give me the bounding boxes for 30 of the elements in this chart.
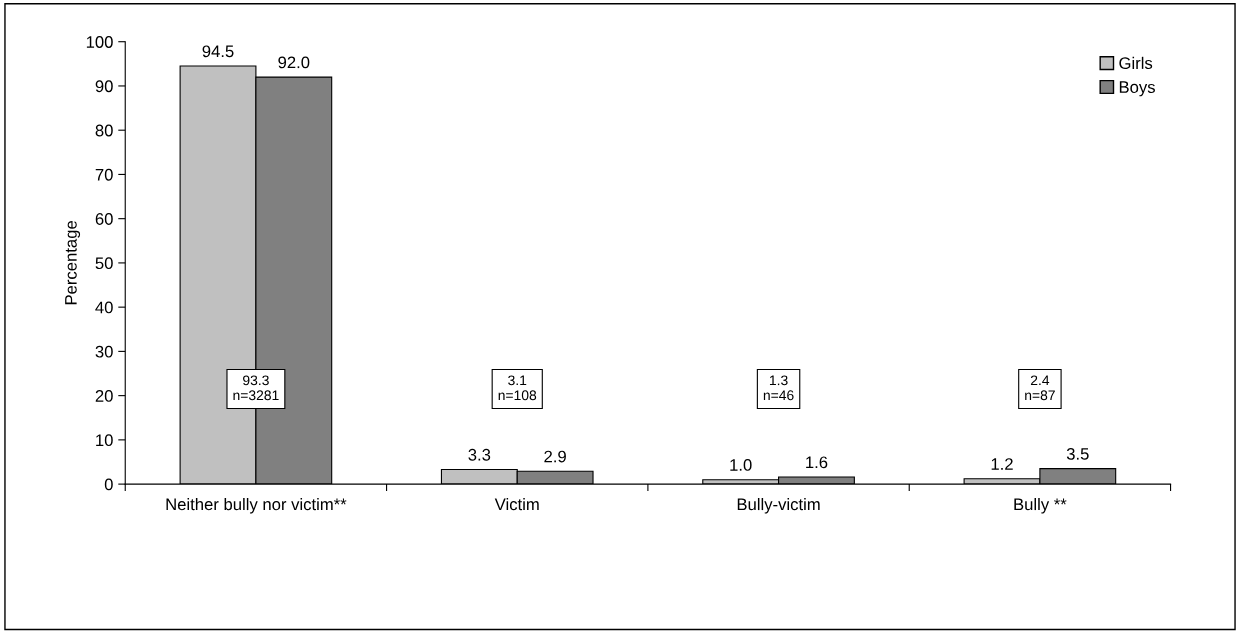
annotation: 2.4 n=87: [1025, 375, 1055, 401]
data-label: 1.0: [730, 459, 752, 471]
y-tick-label: 100: [86, 36, 113, 48]
data-label: 94.5: [202, 45, 234, 58]
x-tick-label: Victim: [494, 498, 539, 511]
annotation: 1.3 n=46: [763, 375, 794, 401]
annotation: 3.1 n=108: [498, 375, 537, 401]
x-tick-label: Bully-victim: [737, 498, 820, 514]
data-label: 3.5: [1066, 447, 1089, 460]
y-tick-label: 80: [95, 124, 113, 137]
y-tick-label: 90: [95, 80, 113, 93]
y-tick-label: 10: [96, 434, 113, 447]
y-tick-label: 30: [95, 345, 113, 358]
data-label: 92.0: [278, 56, 310, 69]
x-tick-label: Neither bully nor victim**: [166, 498, 347, 514]
data-label: 1.6: [806, 456, 828, 469]
y-axis-title: Percentage: [65, 221, 81, 305]
data-label: 3.3: [468, 448, 491, 461]
y-tick-label: 70: [95, 168, 113, 181]
legend-label: Girls: [1119, 56, 1153, 70]
data-label: 1.2: [991, 458, 1013, 470]
y-tick-label: 60: [95, 213, 113, 225]
data-label: 2.9: [544, 450, 566, 463]
y-tick-label: 40: [95, 301, 113, 314]
annotation: 93.3 n=3281: [233, 375, 279, 401]
legend-label: Boys: [1119, 81, 1155, 97]
x-tick-label: Bully **: [1014, 498, 1067, 514]
y-tick-label: 50: [95, 257, 113, 270]
y-tick-label: 0: [104, 478, 113, 491]
y-tick-label: 20: [95, 390, 113, 402]
